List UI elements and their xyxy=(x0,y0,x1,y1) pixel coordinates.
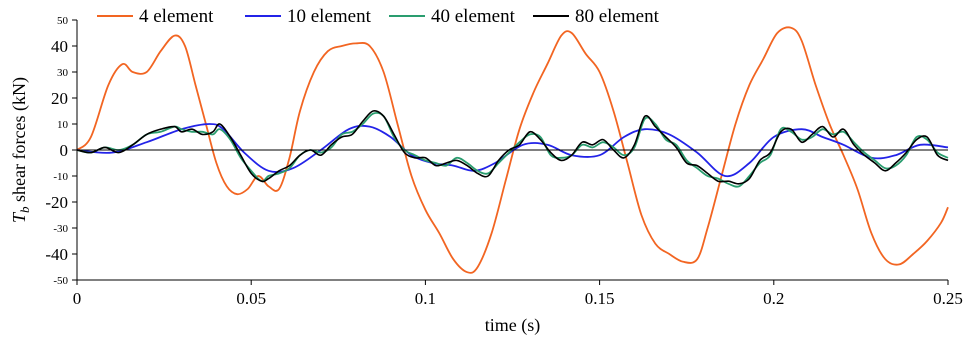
x-tick-label: 0.25 xyxy=(933,289,963,308)
x-ticks: 0 0.05 0.1 0.15 0.2 0.25 xyxy=(73,280,963,308)
y-axis-label-subscript: b xyxy=(17,206,32,213)
series-line-4-element xyxy=(76,26,949,274)
x-tick-label: 0.2 xyxy=(763,289,784,308)
legend-label: 40 element xyxy=(431,6,516,27)
y-tick-label: -40 xyxy=(45,245,68,264)
y-tick-label: 0 xyxy=(60,141,69,160)
y-tick-label: 50 xyxy=(57,15,69,27)
x-tick-label: 0.1 xyxy=(415,289,436,308)
legend-label: 4 element xyxy=(139,6,214,27)
legend-label: 80 element xyxy=(575,6,660,27)
y-ticks: 50 40 30 20 10 0 -10 -20 -30 -40 -50 xyxy=(45,15,77,287)
y-tick-label: 40 xyxy=(51,37,68,56)
x-tick-label: 0 xyxy=(73,289,82,308)
x-axis-label: time (s) xyxy=(485,315,541,336)
y-tick-label: 10 xyxy=(57,119,69,131)
series-layer xyxy=(76,26,949,274)
legend: 4 element 10 element 40 element 80 element xyxy=(97,6,660,27)
legend-label: 10 element xyxy=(287,6,372,27)
x-tick-label: 0.05 xyxy=(236,289,266,308)
y-tick-label: -10 xyxy=(53,171,68,183)
y-axis-label-symbol: T xyxy=(9,211,29,223)
series-line-40-element xyxy=(76,111,949,188)
y-tick-label: -30 xyxy=(53,223,68,235)
y-axis-label-rest: shear forces (kN) xyxy=(9,77,30,206)
x-tick-label: 0.15 xyxy=(585,289,615,308)
y-axis-label: Tb shear forces (kN) xyxy=(9,77,32,223)
y-tick-label: 30 xyxy=(57,67,69,79)
y-tick-label: 20 xyxy=(51,89,68,108)
series-line-80-element xyxy=(76,110,949,185)
y-tick-label: -20 xyxy=(45,193,68,212)
y-tick-label: -50 xyxy=(53,275,68,287)
